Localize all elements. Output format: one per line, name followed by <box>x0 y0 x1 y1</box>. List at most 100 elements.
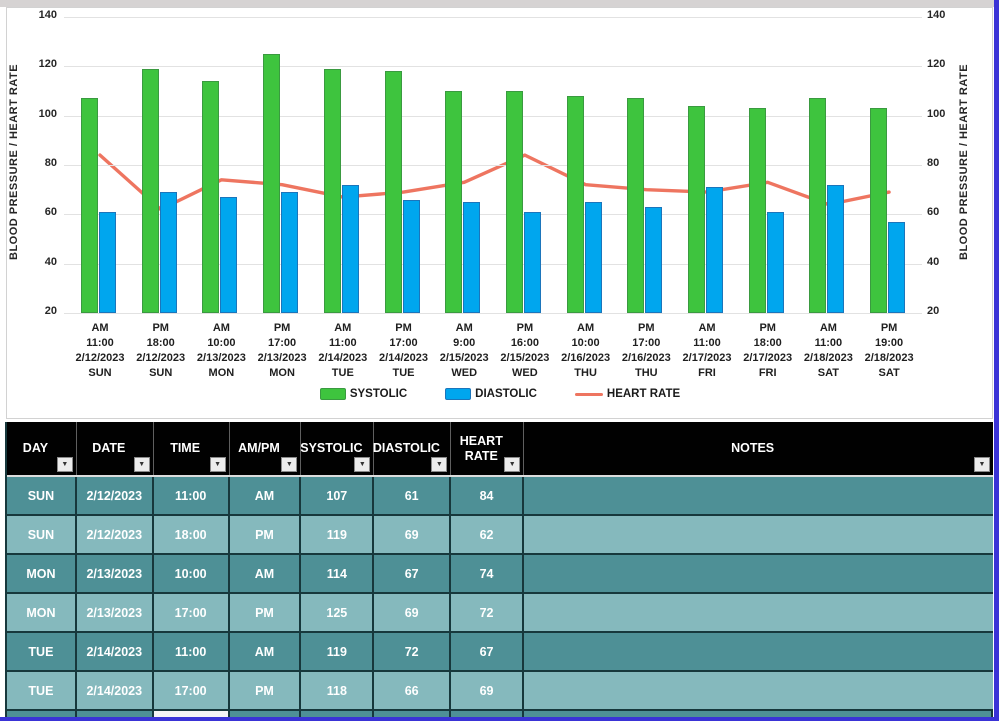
x-label-line: 2/17/2023 <box>743 352 793 364</box>
cell-systolic[interactable]: 107 <box>301 477 375 514</box>
cell-heart_rate[interactable]: 72 <box>451 594 524 631</box>
cell-day[interactable]: SUN <box>7 516 77 553</box>
cell-diastolic[interactable]: 72 <box>374 633 452 670</box>
cell-systolic[interactable]: 118 <box>301 672 375 709</box>
cell-day[interactable]: MON <box>7 594 77 631</box>
header-label: HEART RATE <box>459 433 503 463</box>
cell-time[interactable]: 11:00 <box>153 633 230 670</box>
systolic-bar <box>688 105 705 313</box>
legend-label: SYSTOLIC <box>349 388 408 400</box>
cell-heart_rate[interactable]: 74 <box>451 555 524 592</box>
cell-day[interactable]: SUN <box>7 477 77 514</box>
cell-diastolic[interactable]: 67 <box>374 555 452 592</box>
cell-ampm[interactable]: PM <box>229 672 302 709</box>
diastolic-bar <box>706 187 723 313</box>
y-tick-label-left: 40 <box>44 255 57 268</box>
filter-button-date[interactable]: ▼ <box>133 457 150 472</box>
x-label-line: FRI <box>698 367 716 379</box>
x-label-line: AM <box>698 322 716 334</box>
header-label: NOTES <box>731 441 775 455</box>
cell-heart_rate[interactable]: 62 <box>451 516 524 553</box>
cell-diastolic[interactable]: 66 <box>374 672 452 709</box>
cell-time[interactable]: 11:00 <box>153 477 230 514</box>
filter-button-time[interactable]: ▼ <box>209 457 226 472</box>
filter-button-notes[interactable]: ▼ <box>974 457 990 472</box>
x-label-line: AM <box>334 322 352 334</box>
cell-heart_rate[interactable]: 67 <box>451 633 524 670</box>
cell-time[interactable]: 10:00 <box>153 555 230 592</box>
x-label-line: PM <box>395 322 412 334</box>
diastolic-bar <box>159 192 177 313</box>
x-label-line: TUE <box>392 367 415 379</box>
x-label-line: 17:00 <box>632 337 661 349</box>
cell-systolic[interactable]: 119 <box>301 516 375 553</box>
cell-notes[interactable] <box>523 594 993 631</box>
cell-systolic[interactable]: 125 <box>301 594 375 631</box>
cell-ampm[interactable]: AM <box>229 477 302 514</box>
cell-diastolic[interactable]: 69 <box>374 516 452 553</box>
partial-cell <box>153 711 230 717</box>
x-category-label: PM 17:00 2/16/2023 THU <box>614 321 678 381</box>
x-label-line: AM <box>212 322 230 334</box>
x-category-label: AM 9:00 2/15/2023 WED <box>432 321 496 381</box>
legend-item-systolic: SYSTOLIC <box>319 388 408 400</box>
x-label-line: AM <box>91 322 109 334</box>
cell-diastolic[interactable]: 69 <box>374 594 452 631</box>
x-label-line: SUN <box>88 367 112 379</box>
y-tick-label-right: 140 <box>927 9 946 21</box>
legend-line-swatch <box>574 392 603 396</box>
partial-cell <box>301 711 375 717</box>
filter-button-day[interactable]: ▼ <box>56 457 73 472</box>
cell-systolic[interactable]: 119 <box>301 633 375 670</box>
systolic-bar <box>445 91 463 313</box>
cell-day[interactable]: TUE <box>7 633 77 670</box>
x-label-line: 17:00 <box>268 337 297 349</box>
cell-ampm[interactable]: AM <box>229 555 302 592</box>
cell-notes[interactable] <box>523 477 993 514</box>
x-label-line: TUE <box>331 367 354 379</box>
cell-diastolic[interactable]: 61 <box>374 477 452 514</box>
header-cell-systolic: SYSTOLIC ▼ <box>300 422 375 475</box>
cell-ampm[interactable]: PM <box>229 594 302 631</box>
legend-bar-swatch <box>445 388 472 400</box>
cell-heart_rate[interactable]: 69 <box>451 672 524 709</box>
cell-day[interactable]: TUE <box>7 672 77 709</box>
chart-legend: SYSTOLIC DIASTOLIC HEART RATE <box>250 388 750 400</box>
cell-ampm[interactable]: AM <box>229 633 302 670</box>
cell-notes[interactable] <box>523 516 993 553</box>
x-label-line: PM <box>273 322 291 334</box>
cell-notes[interactable] <box>523 555 993 592</box>
cell-time[interactable]: 17:00 <box>153 594 230 631</box>
cell-heart_rate[interactable]: 84 <box>451 477 524 514</box>
cell-day[interactable]: MON <box>7 555 77 592</box>
legend-bar-swatch <box>319 388 346 400</box>
x-label-line: MON <box>208 367 235 379</box>
cell-ampm[interactable]: PM <box>229 516 302 553</box>
x-label-line: 11:00 <box>329 337 357 349</box>
cell-date[interactable]: 2/13/2023 <box>76 594 154 631</box>
x-category-label: AM 10:00 2/13/2023 MON <box>189 321 253 381</box>
y-gridline <box>64 313 922 314</box>
filter-button-systolic[interactable]: ▼ <box>354 457 371 472</box>
cell-time[interactable]: 18:00 <box>153 516 230 553</box>
cell-time[interactable]: 17:00 <box>153 672 230 709</box>
x-label-line: PM <box>880 322 898 334</box>
filter-button-heart_rate[interactable]: ▼ <box>504 457 521 472</box>
filter-button-ampm[interactable]: ▼ <box>281 457 298 472</box>
cell-date[interactable]: 2/12/2023 <box>76 516 154 553</box>
cell-date[interactable]: 2/13/2023 <box>76 555 154 592</box>
x-label-line: SUN <box>149 367 173 379</box>
table-row: MON 2/13/2023 17:00 PM 125 69 72 <box>7 594 993 633</box>
cell-date[interactable]: 2/12/2023 <box>76 477 154 514</box>
y-tick-label-right: 20 <box>927 305 940 317</box>
x-label-line: PM <box>759 322 776 334</box>
cell-date[interactable]: 2/14/2023 <box>76 672 154 709</box>
filter-button-diastolic[interactable]: ▼ <box>431 457 448 472</box>
x-label-line: SAT <box>878 367 900 379</box>
cell-systolic[interactable]: 114 <box>301 555 375 592</box>
x-label-line: 2/18/2023 <box>864 352 914 364</box>
x-label-line: 19:00 <box>875 337 904 349</box>
cell-date[interactable]: 2/14/2023 <box>76 633 154 670</box>
cell-notes[interactable] <box>523 672 993 709</box>
cell-notes[interactable] <box>523 633 993 670</box>
